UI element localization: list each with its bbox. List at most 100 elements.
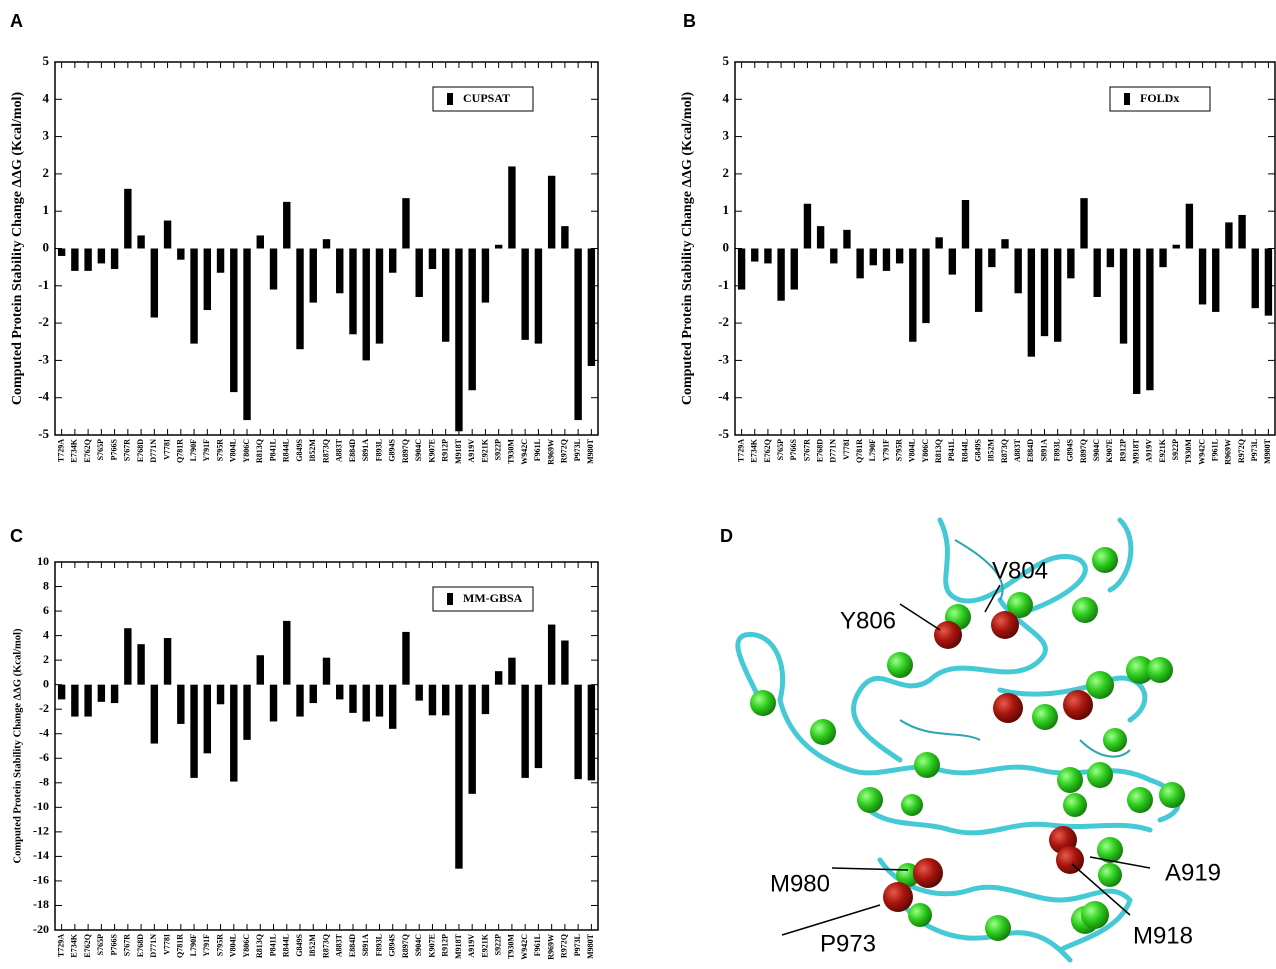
bar xyxy=(349,685,356,713)
legend-label: FOLDx xyxy=(1140,91,1179,105)
y-tick-label: -18 xyxy=(33,897,49,911)
bar xyxy=(843,230,850,249)
bar xyxy=(442,685,449,716)
y-tick-label: 5 xyxy=(723,53,730,68)
bar xyxy=(535,249,542,344)
x-tick-label: S767R xyxy=(802,439,811,461)
bar xyxy=(764,249,771,264)
bar xyxy=(389,685,396,729)
bar xyxy=(495,245,502,249)
bar xyxy=(935,237,942,248)
x-tick-label: E762Q xyxy=(83,934,92,958)
bar xyxy=(349,249,356,335)
x-tick-label: S767R xyxy=(123,439,132,461)
x-tick-label: Y791F xyxy=(202,439,211,462)
x-tick-label: S922P xyxy=(1171,439,1180,460)
bar xyxy=(124,628,131,684)
x-tick-label: R897Q xyxy=(1079,439,1088,463)
x-tick-label: V778I xyxy=(162,439,171,460)
x-tick-label: L790F xyxy=(189,934,198,956)
y-axis-label: Computed Protein Stability Change ΔΔG (K… xyxy=(10,92,25,406)
bar xyxy=(1041,249,1048,337)
x-tick-label: G894S xyxy=(1066,438,1075,461)
x-tick-label: Y806C xyxy=(921,439,930,463)
x-tick-label: W942C xyxy=(520,439,529,465)
panel-letter: B xyxy=(683,11,696,31)
x-tick-label: P766S xyxy=(109,438,118,460)
y-tick-label: 3 xyxy=(723,128,730,143)
x-tick-label: P973L xyxy=(573,439,582,461)
y-tick-label: -8 xyxy=(39,775,49,789)
x-tick-label: A919V xyxy=(467,439,476,463)
y-tick-label: -20 xyxy=(33,922,49,936)
x-tick-label: E762Q xyxy=(83,439,92,463)
bar xyxy=(270,249,277,290)
x-tick-label: V804L xyxy=(229,934,238,957)
bar xyxy=(1199,249,1206,305)
bar xyxy=(455,685,462,869)
bar xyxy=(323,658,330,685)
bar xyxy=(164,638,171,685)
y-tick-label: 2 xyxy=(723,165,730,180)
plot-frame xyxy=(55,562,598,930)
bar xyxy=(962,200,969,248)
bar xyxy=(535,685,542,768)
bar xyxy=(1120,249,1127,344)
bar xyxy=(1001,239,1008,248)
bar xyxy=(151,249,158,318)
x-tick-label: T729A xyxy=(736,439,745,462)
x-tick-label: R873Q xyxy=(321,934,330,958)
figure: V804 Y806 M980 P973 A919 M918 D ACompute… xyxy=(0,0,1276,969)
bar xyxy=(1225,222,1232,248)
x-tick-label: T930M xyxy=(507,934,516,959)
x-tick-label: V804L xyxy=(229,439,238,462)
x-tick-label: T729A xyxy=(56,439,65,462)
bar xyxy=(190,249,197,344)
x-tick-label: R813Q xyxy=(255,934,264,958)
bar xyxy=(296,249,303,350)
x-tick-label: R912P xyxy=(441,439,450,462)
bar xyxy=(856,249,863,279)
bar xyxy=(1094,249,1101,297)
x-tick-label: S922P xyxy=(493,439,502,460)
x-tick-label: S765P xyxy=(96,934,105,955)
bar xyxy=(177,249,184,260)
x-tick-label: M980T xyxy=(586,438,595,464)
bar xyxy=(922,249,929,324)
bar xyxy=(561,226,568,248)
legend-label: MM-GBSA xyxy=(463,591,523,605)
bar xyxy=(243,249,250,421)
x-tick-label: F893L xyxy=(374,934,383,956)
bar xyxy=(164,221,171,249)
x-tick-label: E884D xyxy=(348,439,357,462)
x-tick-label: M980T xyxy=(1263,438,1272,464)
y-tick-label: -3 xyxy=(38,351,49,366)
x-tick-label: Y791F xyxy=(202,934,211,957)
y-tick-label: 6 xyxy=(43,603,49,617)
x-tick-label: E734K xyxy=(750,438,759,462)
legend-swatch xyxy=(1124,93,1130,105)
x-tick-label: E884D xyxy=(1026,439,1035,462)
x-tick-label: R844L xyxy=(282,439,291,462)
bar xyxy=(883,249,890,271)
x-tick-label: P973L xyxy=(573,934,582,956)
x-tick-label: R972Q xyxy=(560,934,569,958)
x-tick-label: Y791F xyxy=(881,439,890,462)
bar xyxy=(751,249,758,262)
x-tick-label: R844L xyxy=(960,439,969,462)
bar xyxy=(574,685,581,779)
y-tick-label: -5 xyxy=(38,426,49,441)
panel-letter: D xyxy=(720,526,733,546)
y-tick-label: 1 xyxy=(723,202,730,217)
bar xyxy=(548,625,555,685)
y-tick-label: 4 xyxy=(723,90,730,105)
x-tick-label: E734K xyxy=(70,438,79,462)
bar xyxy=(988,249,995,268)
x-tick-label: V804L xyxy=(908,439,917,462)
y-tick-label: -3 xyxy=(718,351,729,366)
bar xyxy=(482,685,489,714)
x-tick-label: P766S xyxy=(789,438,798,460)
bar xyxy=(495,671,502,684)
bar xyxy=(243,685,250,740)
x-tick-label: A919V xyxy=(1145,439,1154,463)
